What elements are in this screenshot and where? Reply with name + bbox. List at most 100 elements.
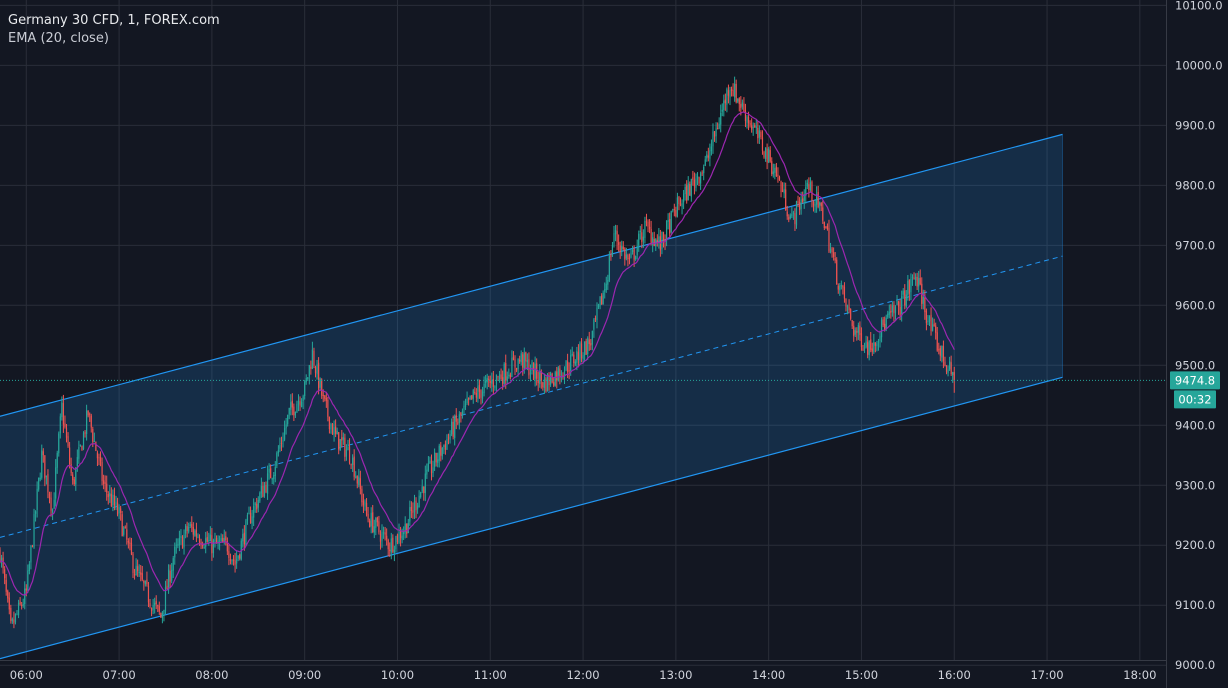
candle-body bbox=[488, 378, 490, 381]
candle-body bbox=[805, 187, 807, 196]
candle-body bbox=[150, 608, 153, 611]
ema-legend[interactable]: EMA (20, close) bbox=[8, 31, 109, 46]
candle-body bbox=[774, 167, 776, 173]
last-price-badge bbox=[1170, 371, 1220, 390]
candle-body bbox=[877, 341, 880, 343]
candle-body bbox=[30, 545, 32, 563]
candle-body bbox=[735, 83, 737, 103]
candle-body bbox=[537, 380, 539, 383]
candle-body bbox=[222, 537, 224, 543]
candle-body bbox=[528, 359, 530, 376]
candle-body bbox=[803, 194, 805, 201]
channel-lower-line bbox=[0, 376, 1063, 660]
candle-body bbox=[639, 230, 641, 233]
candle-body bbox=[594, 318, 597, 320]
candle-body bbox=[676, 197, 679, 217]
candle-body bbox=[781, 190, 784, 192]
candle-body bbox=[330, 423, 332, 430]
channel-upper-line bbox=[0, 133, 1063, 417]
candle-body bbox=[469, 395, 471, 400]
candle-body bbox=[681, 203, 683, 207]
candle-body bbox=[104, 482, 106, 484]
candle-body bbox=[280, 442, 283, 444]
candle-body bbox=[290, 402, 292, 410]
candle-body bbox=[910, 278, 912, 293]
candle-body bbox=[710, 146, 713, 152]
candle-body bbox=[99, 456, 102, 462]
symbol-title[interactable]: Germany 30 CFD, 1, FOREX.com bbox=[8, 13, 220, 28]
candle-body bbox=[389, 549, 391, 552]
candle-body bbox=[678, 196, 680, 205]
candle-body bbox=[744, 110, 747, 122]
candle-body bbox=[205, 538, 207, 547]
candle-body bbox=[333, 427, 335, 435]
time-axis-label: 06:00 bbox=[10, 668, 43, 682]
candle-body bbox=[90, 415, 92, 428]
candle-body bbox=[602, 292, 604, 305]
candle-body bbox=[559, 368, 561, 378]
candle-body bbox=[401, 535, 403, 540]
candle-body bbox=[81, 446, 83, 451]
candle-body bbox=[242, 533, 244, 542]
candle-body bbox=[899, 306, 901, 315]
countdown-badge bbox=[1174, 390, 1216, 409]
candle-body bbox=[607, 280, 609, 285]
candle-body bbox=[140, 572, 142, 575]
candle-body bbox=[180, 535, 182, 538]
candle-body bbox=[703, 166, 705, 174]
candle-body bbox=[489, 381, 491, 383]
candle-body bbox=[495, 374, 498, 385]
candle-body bbox=[837, 285, 839, 290]
candle-body bbox=[120, 508, 122, 513]
candle-body bbox=[328, 416, 331, 430]
candle-body bbox=[802, 198, 804, 203]
candle-body bbox=[904, 290, 906, 306]
candle-body bbox=[184, 525, 187, 534]
candle-body bbox=[596, 307, 598, 321]
candle-body bbox=[115, 501, 117, 507]
candle-body bbox=[840, 285, 842, 287]
candle-body bbox=[396, 534, 399, 543]
candle-body bbox=[424, 473, 426, 493]
candle-body bbox=[868, 340, 870, 356]
candle-body bbox=[175, 544, 177, 546]
ema-line bbox=[0, 111, 955, 596]
candle-body bbox=[939, 348, 941, 356]
candle-body bbox=[325, 398, 327, 401]
candle-body bbox=[421, 486, 423, 492]
candle-body bbox=[730, 89, 733, 92]
candle-body bbox=[463, 405, 465, 410]
candle-body bbox=[916, 276, 918, 287]
candle-body bbox=[627, 255, 629, 260]
candle-body bbox=[420, 492, 422, 498]
candle-body bbox=[636, 246, 638, 256]
candle-body bbox=[461, 411, 464, 416]
candle-body bbox=[652, 237, 654, 245]
candle-body bbox=[546, 374, 549, 392]
candle-body bbox=[342, 437, 344, 440]
candle-body bbox=[10, 607, 12, 621]
candle-body bbox=[483, 383, 485, 394]
candle-body bbox=[270, 468, 272, 479]
candle-body bbox=[307, 377, 309, 380]
candle-body bbox=[919, 277, 921, 285]
candle-body bbox=[870, 339, 872, 350]
candle-body bbox=[475, 392, 477, 398]
candle-body bbox=[429, 460, 431, 464]
candle-body bbox=[684, 186, 686, 195]
candle-body bbox=[78, 447, 80, 459]
candle-body bbox=[130, 542, 133, 555]
candle-body bbox=[177, 544, 179, 546]
candle-body bbox=[392, 537, 394, 552]
candle-body bbox=[633, 248, 635, 260]
candle-body bbox=[331, 423, 334, 435]
candle-body bbox=[256, 503, 258, 510]
candle-body bbox=[551, 373, 553, 383]
candle-body bbox=[911, 276, 914, 278]
candle-body bbox=[132, 553, 134, 574]
candle-body bbox=[698, 177, 700, 184]
candle-body bbox=[734, 83, 736, 98]
candle-body bbox=[775, 166, 777, 177]
candle-body bbox=[689, 183, 691, 196]
